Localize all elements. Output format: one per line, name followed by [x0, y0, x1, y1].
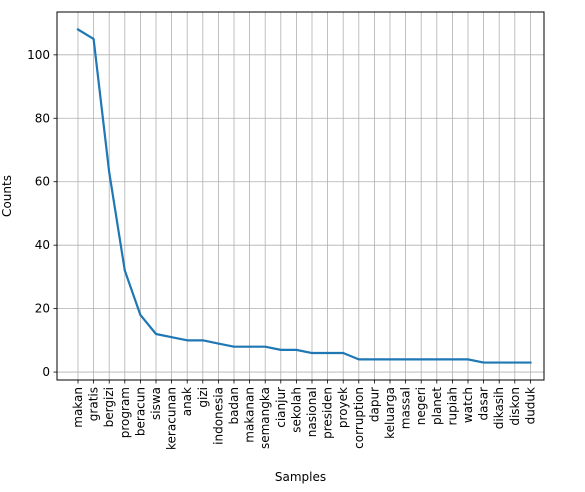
- y-tick-label: 40: [35, 238, 50, 252]
- data-point: [123, 269, 126, 272]
- data-point: [326, 352, 329, 354]
- data-point: [513, 361, 516, 364]
- data-point: [342, 352, 345, 354]
- data-point: [248, 345, 251, 348]
- x-tick-label: dapur: [367, 387, 381, 422]
- y-axis-title: Counts: [0, 175, 14, 217]
- grid-lines: [57, 12, 544, 380]
- data-point: [467, 358, 469, 361]
- data-point: [139, 314, 142, 316]
- data-point: [77, 28, 79, 31]
- x-tick-label: watch: [461, 387, 475, 423]
- x-tick-label: diskon: [508, 387, 522, 426]
- x-tick-label: presiden: [321, 387, 335, 439]
- x-tick-label: semangka: [258, 387, 272, 449]
- data-point: [311, 352, 313, 354]
- x-tick-label: nasional: [305, 387, 319, 437]
- data-point: [92, 38, 95, 40]
- data-point: [482, 361, 485, 364]
- x-tick-label: makanan: [243, 387, 257, 443]
- data-point: [451, 358, 454, 361]
- data-point: [170, 336, 173, 339]
- y-axis-ticks: 0 20 40 60 80 100: [27, 48, 57, 379]
- x-tick-label: gratis: [87, 387, 101, 421]
- data-point: [389, 358, 391, 361]
- x-axis-title: Samples: [275, 470, 326, 484]
- x-tick-label: dasar: [477, 387, 491, 421]
- data-point: [155, 333, 157, 335]
- y-tick-label: 80: [35, 111, 50, 125]
- data-point: [186, 339, 189, 342]
- x-tick-label: program: [118, 387, 132, 438]
- y-tick-label: 60: [35, 175, 50, 189]
- data-point: [295, 348, 298, 351]
- y-tick-label: 20: [35, 302, 50, 316]
- data-point: [264, 345, 267, 348]
- data-point: [233, 345, 235, 348]
- x-tick-label: siswa: [149, 387, 163, 420]
- x-tick-label: anak: [180, 387, 194, 416]
- data-point: [498, 361, 501, 364]
- x-tick-label: sekolah: [289, 387, 303, 433]
- y-tick-label: 0: [42, 365, 50, 379]
- x-tick-label: beracun: [133, 387, 147, 436]
- data-point: [217, 342, 220, 345]
- x-axis-ticks: makan gratis bergizi program beracun siswa ker…: [71, 380, 537, 450]
- data-point: [420, 358, 423, 361]
- x-tick-label: keracunan: [165, 387, 179, 450]
- x-tick-label: planet: [430, 387, 444, 425]
- x-tick-label: rupiah: [445, 387, 459, 425]
- x-tick-label: keluarga: [383, 387, 397, 439]
- x-tick-label: cianjur: [274, 387, 288, 428]
- data-point: [404, 358, 407, 361]
- series-layer: [76, 27, 532, 364]
- data-point: [529, 361, 532, 364]
- x-tick-label: gizi: [196, 387, 210, 408]
- series-line: [76, 27, 532, 364]
- data-point: [435, 358, 438, 361]
- x-tick-label: indonesia: [211, 387, 225, 445]
- data-point: [108, 171, 111, 174]
- y-tick-label: 100: [27, 48, 50, 62]
- x-tick-label: dikasih: [492, 387, 506, 429]
- x-tick-label: massal: [399, 387, 413, 429]
- x-tick-label: badan: [227, 387, 241, 425]
- data-point: [279, 348, 282, 351]
- x-tick-label: duduk: [523, 387, 537, 424]
- data-point: [201, 339, 204, 342]
- x-tick-label: proyek: [336, 387, 350, 428]
- x-tick-label: makan: [71, 387, 85, 428]
- x-tick-label: corruption: [352, 387, 366, 449]
- x-tick-label: bergizi: [102, 387, 116, 427]
- data-point: [357, 358, 360, 361]
- x-tick-label: negeri: [414, 387, 428, 425]
- data-point: [373, 358, 376, 361]
- plot-area-frame: [56, 11, 545, 381]
